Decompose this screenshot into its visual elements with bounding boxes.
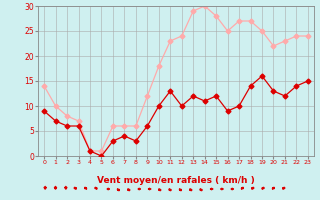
X-axis label: Vent moyen/en rafales ( km/h ): Vent moyen/en rafales ( km/h ) xyxy=(97,176,255,185)
